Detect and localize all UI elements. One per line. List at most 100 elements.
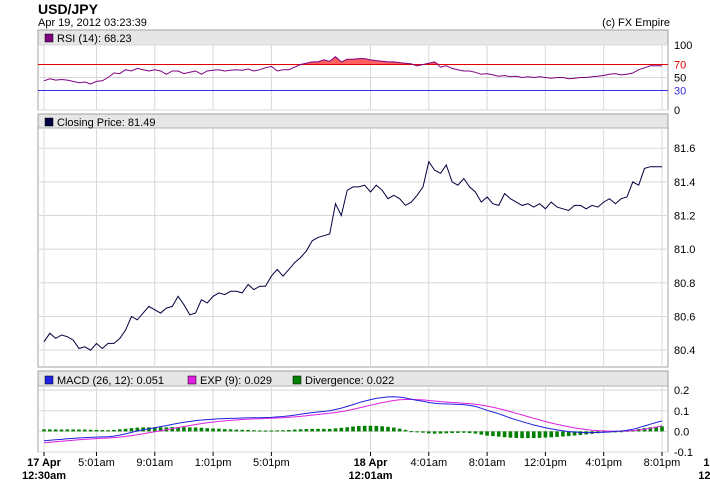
x-tick-label: 1:01pm bbox=[195, 457, 232, 469]
divergence-bar bbox=[176, 427, 180, 432]
divergence-bar bbox=[473, 431, 478, 434]
y-tick-label: 80.4 bbox=[674, 345, 695, 357]
divergence-bar bbox=[152, 427, 157, 432]
divergence-bar bbox=[648, 427, 653, 432]
divergence-bar bbox=[135, 427, 140, 432]
divergence-bar bbox=[660, 426, 664, 432]
y-tick-label: 70 bbox=[674, 60, 686, 72]
divergence-bar bbox=[240, 429, 245, 432]
divergence-bar bbox=[479, 431, 484, 435]
x-tick-label: 8:01am bbox=[469, 457, 506, 469]
divergence-bar bbox=[619, 431, 623, 433]
divergence-bar bbox=[298, 429, 303, 432]
rsi-overbought-area bbox=[300, 56, 418, 65]
panel-frame bbox=[37, 113, 669, 368]
x-tick-sublabel: 12:01am bbox=[348, 470, 392, 482]
x-tick-label: 9:01am bbox=[136, 457, 173, 469]
exp-legend-swatch bbox=[187, 375, 197, 385]
y-tick-label: 80.8 bbox=[674, 278, 695, 290]
divergence-bar bbox=[397, 428, 402, 432]
x-tick-label: 12:01pm bbox=[524, 457, 567, 469]
divergence-bar bbox=[450, 431, 454, 434]
panel-header bbox=[37, 29, 669, 46]
divergence-bar bbox=[252, 430, 256, 432]
divergence-bar bbox=[514, 431, 519, 438]
credit-label: (c) FX Empire bbox=[602, 17, 670, 29]
x-tick-label: 18 Apr bbox=[354, 457, 389, 469]
divergence-bar bbox=[549, 431, 554, 438]
x-tick-label: 19 Apr bbox=[703, 457, 710, 469]
divergence-bar bbox=[228, 429, 233, 432]
divergence-bar bbox=[566, 431, 571, 437]
divergence-bar bbox=[42, 429, 46, 432]
y-tick-label: 30 bbox=[674, 86, 686, 98]
divergence-bar bbox=[421, 431, 425, 433]
divergence-bar bbox=[281, 430, 285, 432]
divergence-bar bbox=[392, 427, 396, 432]
macd-legend-label: MACD (26, 12): 0.051 bbox=[57, 375, 164, 387]
divergence-bar bbox=[409, 431, 414, 433]
divergence-bar bbox=[438, 431, 443, 434]
y-tick-label: 81.4 bbox=[674, 177, 695, 189]
price-legend-swatch bbox=[44, 117, 54, 127]
divergence-bar bbox=[65, 429, 70, 432]
x-tick-label: 5:01am bbox=[78, 457, 115, 469]
rsi-legend-swatch bbox=[44, 33, 54, 43]
divergence-bar bbox=[339, 427, 344, 432]
divergence-bar bbox=[333, 428, 338, 432]
macd-legend-swatch bbox=[44, 375, 54, 385]
divergence-bar bbox=[275, 430, 280, 432]
divergence-bar bbox=[537, 431, 542, 438]
divergence-bar bbox=[357, 426, 361, 432]
divergence-bar bbox=[123, 428, 128, 432]
divergence-bar bbox=[426, 431, 431, 434]
x-tick-sublabel: 12:01am bbox=[698, 470, 710, 482]
rsi-line bbox=[43, 56, 662, 85]
divergence-bar bbox=[199, 427, 204, 432]
divergence-legend-label: Divergence: 0.022 bbox=[305, 375, 394, 387]
divergence-bar bbox=[543, 431, 548, 438]
divergence-bar bbox=[555, 431, 559, 437]
divergence-bar bbox=[432, 431, 437, 434]
divergence-bar bbox=[205, 428, 210, 432]
divergence-bar bbox=[246, 429, 250, 432]
divergence-bar bbox=[269, 430, 274, 432]
y-tick-label: 0.0 bbox=[674, 426, 689, 438]
divergence-bar bbox=[106, 430, 110, 432]
divergence-bar bbox=[456, 431, 460, 433]
divergence-bar bbox=[158, 427, 163, 432]
x-tick-label: 8:01pm bbox=[644, 457, 681, 469]
x-tick-sublabel: 12:30am bbox=[22, 470, 66, 482]
divergence-bar bbox=[304, 429, 309, 432]
divergence-bar bbox=[531, 431, 536, 439]
divergence-bar bbox=[94, 429, 99, 432]
divergence-bar bbox=[345, 427, 349, 432]
divergence-bar bbox=[351, 426, 355, 432]
divergence-bar bbox=[386, 426, 390, 432]
divergence-bar bbox=[520, 431, 524, 439]
divergence-bar bbox=[292, 429, 297, 432]
divergence-bar bbox=[112, 429, 116, 432]
divergence-bar bbox=[263, 430, 268, 432]
divergence-bar bbox=[415, 431, 419, 433]
rsi-legend-label: RSI (14): 68.23 bbox=[57, 33, 132, 45]
divergence-bar bbox=[71, 429, 75, 432]
divergence-bar bbox=[654, 426, 658, 432]
divergence-bar bbox=[496, 431, 501, 437]
divergence-bar bbox=[287, 429, 291, 432]
y-tick-label: 0.2 bbox=[674, 385, 689, 397]
divergence-bar bbox=[380, 426, 384, 432]
divergence-bar bbox=[48, 429, 52, 432]
y-tick-label: 81.6 bbox=[674, 143, 695, 155]
divergence-bar bbox=[217, 428, 221, 432]
divergence-bar bbox=[182, 427, 186, 432]
timestamp: Apr 19, 2012 03:23:39 bbox=[38, 17, 147, 29]
divergence-bar bbox=[578, 431, 583, 436]
divergence-bar bbox=[322, 428, 326, 432]
divergence-bar bbox=[129, 428, 134, 432]
y-tick-label: 81.0 bbox=[674, 244, 695, 256]
divergence-bar bbox=[59, 429, 64, 432]
divergence-bar bbox=[77, 429, 81, 432]
y-tick-label: 100 bbox=[674, 40, 692, 52]
divergence-bar bbox=[508, 431, 513, 438]
